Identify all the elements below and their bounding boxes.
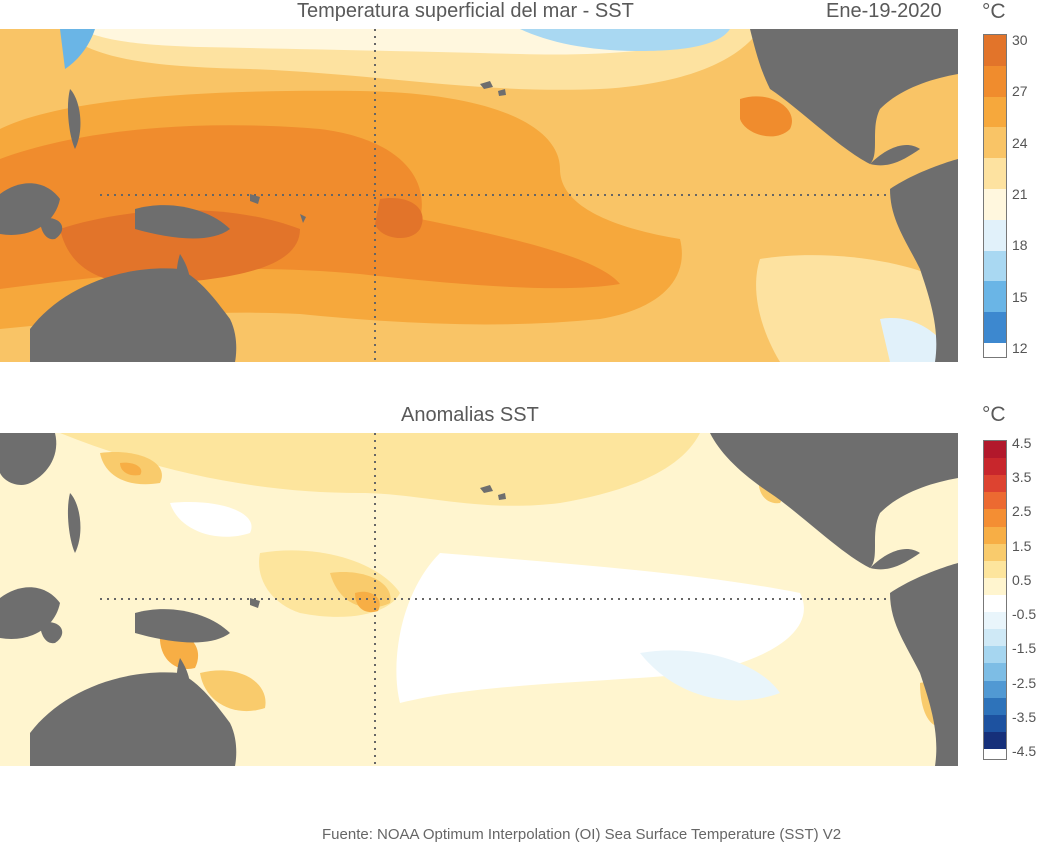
anomaly-colorbar-swatch (984, 612, 1006, 630)
sst-colorbar-unit: °C (982, 0, 1006, 23)
anomaly-colorbar-swatch (984, 697, 1006, 715)
anomaly-colorbar-swatch (984, 543, 1006, 561)
sst-colorbar-tick-label: 24 (1012, 134, 1028, 151)
anomaly-colorbar-tick-label: 4.5 (1012, 435, 1032, 451)
sst-colorbar-swatch (984, 219, 1006, 251)
sst-colorbar-swatch (984, 127, 1006, 159)
sst-map-title: Temperatura superficial del mar - SST (297, 0, 634, 22)
anomaly-colorbar-tick-label: 2.5 (1012, 503, 1032, 520)
anomaly-colorbar-swatch (984, 663, 1006, 681)
anomaly-colorbar-swatch (984, 646, 1006, 664)
map-date: Ene-19-2020 (826, 0, 942, 22)
anomaly-colorbar-swatch (984, 526, 1006, 544)
anomaly-colorbar-tick-label: 3.5 (1012, 469, 1032, 486)
sst-map (0, 29, 958, 362)
anomaly-colorbar-swatch (984, 441, 1006, 459)
anomaly-colorbar-tick-label: -0.5 (1012, 606, 1037, 623)
sst-colorbar-swatch (984, 35, 1006, 66)
data-source: Fuente: NOAA Optimum Interpolation (OI) … (322, 826, 842, 843)
anomaly-colorbar-tick-label: -2.5 (1012, 674, 1037, 691)
sst-anomaly-map (0, 433, 958, 766)
anomaly-colorbar-tick-label: -4.5 (1012, 743, 1037, 759)
anomaly-colorbar-swatch (984, 714, 1006, 732)
anomaly-colorbar-swatch (984, 560, 1006, 578)
anomaly-colorbar-swatch (984, 594, 1006, 613)
sst-colorbar-swatch (984, 281, 1006, 313)
anomaly-colorbar (983, 440, 1007, 760)
anomaly-colorbar-swatch (984, 731, 1006, 749)
anomaly-colorbar-swatch (984, 509, 1006, 527)
anomaly-map-title: Anomalias SST (401, 404, 539, 426)
sst-colorbar-swatch (984, 158, 1006, 189)
sst-colorbar-swatch (984, 312, 1006, 343)
anomaly-colorbar-swatch (984, 629, 1006, 647)
sst-colorbar-swatch (984, 188, 1006, 220)
sst-colorbar-swatch (984, 250, 1006, 282)
sst-colorbar-tick-label: 18 (1012, 237, 1028, 254)
anomaly-colorbar-tick-label: -1.5 (1012, 640, 1037, 657)
sst-colorbar-tick-label: 27 (1012, 83, 1028, 100)
sst-colorbar-swatch (984, 96, 1006, 128)
anomaly-colorbar-tick-label: 0.5 (1012, 571, 1032, 588)
anomaly-colorbar-tick-label: -3.5 (1012, 708, 1037, 725)
sst-colorbar (983, 34, 1007, 358)
anomaly-colorbar-swatch (984, 458, 1006, 476)
anomaly-colorbar-tick-label: 1.5 (1012, 537, 1032, 554)
sst-colorbar-tick-label: 30 (1012, 32, 1028, 48)
sst-colorbar-swatch (984, 65, 1006, 97)
sst-colorbar-tick-label: 15 (1012, 288, 1028, 305)
anomaly-colorbar-swatch (984, 680, 1006, 698)
sst-colorbar-tick-label: 12 (1012, 340, 1028, 356)
anomaly-colorbar-swatch (984, 475, 1006, 493)
anomaly-colorbar-swatch (984, 577, 1006, 595)
anomaly-colorbar-swatch (984, 492, 1006, 510)
sst-colorbar-tick-label: 21 (1012, 186, 1028, 202)
anomaly-colorbar-unit: °C (982, 403, 1006, 426)
